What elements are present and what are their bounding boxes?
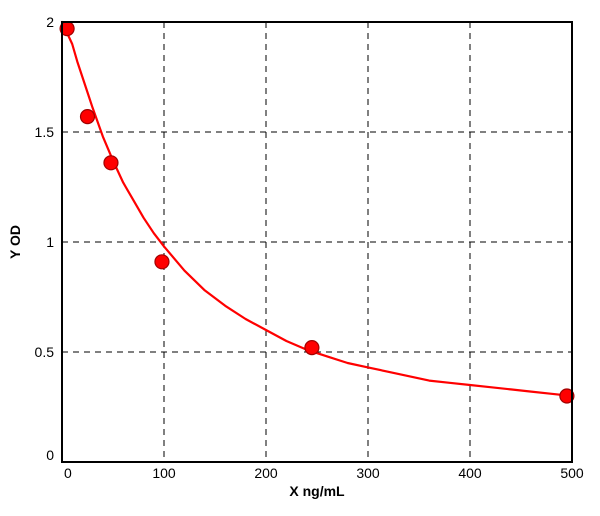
y-tick-label: 2 [46,14,54,30]
data-point [104,156,118,170]
x-tick-label: 300 [356,465,380,481]
x-tick-label: 200 [254,465,278,481]
y-axis-label: Y OD [7,225,23,259]
y-tick-label: 1 [46,234,54,250]
x-tick-label: 400 [458,465,482,481]
y-tick-label: 0.5 [35,344,55,360]
data-point [305,341,319,355]
chart-canvas: 0 100 200 300 400 500 0 0.5 1 1.5 2 X ng/mL Y OD [0,0,600,516]
y-tick-label: 0 [46,447,54,463]
data-point [155,255,169,269]
x-axis-label: X ng/mL [289,483,345,499]
data-point [81,110,95,124]
x-tick-label: 500 [560,465,584,481]
x-tick-label: 0 [64,465,72,481]
y-tick-label: 1.5 [35,124,55,140]
chart-background [0,0,600,516]
x-tick-label: 100 [152,465,176,481]
